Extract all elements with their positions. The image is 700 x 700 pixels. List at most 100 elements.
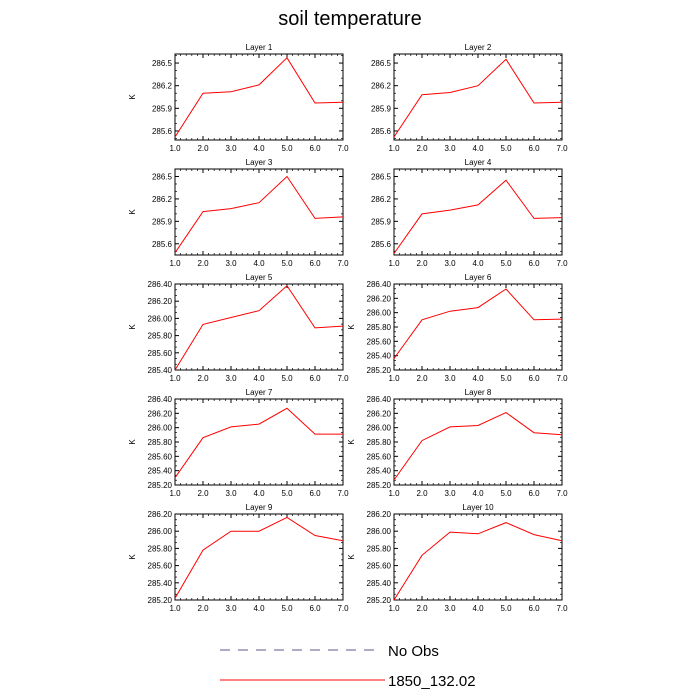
y-tick-label: 286.40 bbox=[367, 280, 392, 289]
series-line-1850_132.02 bbox=[174, 284, 344, 371]
y-tick-label: 285.40 bbox=[148, 467, 173, 476]
x-tick-label: 6.0 bbox=[309, 259, 321, 268]
y-tick-label: 286.2 bbox=[371, 82, 392, 91]
x-tick-label: 6.0 bbox=[309, 604, 321, 613]
y-axis-label: K bbox=[347, 324, 356, 330]
x-tick-label: 3.0 bbox=[225, 374, 237, 383]
x-tick-label: 1.0 bbox=[169, 604, 181, 613]
x-tick-label: 5.0 bbox=[281, 144, 293, 153]
y-tick-label: 285.60 bbox=[148, 562, 173, 571]
x-tick-label: 3.0 bbox=[225, 604, 237, 613]
y-tick-label: 285.80 bbox=[148, 438, 173, 447]
x-tick-label: 3.0 bbox=[444, 144, 456, 153]
y-axis-label: K bbox=[128, 94, 137, 100]
panel-10: Layer 10 K 1.0 2.0 3.0 4.0 5.0 6.0 7.0 285.20 285.… bbox=[347, 503, 568, 613]
y-axis-label: K bbox=[347, 554, 356, 560]
x-tick-label: 4.0 bbox=[472, 144, 484, 153]
x-tick-label: 3.0 bbox=[444, 489, 456, 498]
x-tick-label: 4.0 bbox=[472, 259, 484, 268]
y-axis-label: K bbox=[128, 209, 137, 215]
x-tick-label: 2.0 bbox=[197, 489, 209, 498]
y-tick-label: 286.5 bbox=[371, 59, 392, 68]
x-tick-label: 7.0 bbox=[556, 489, 568, 498]
y-tick-label: 285.40 bbox=[367, 352, 392, 361]
x-tick-label: 5.0 bbox=[281, 489, 293, 498]
y-axis-label: K bbox=[128, 554, 137, 560]
panel-7: Layer 7 K 1.0 2.0 3.0 4.0 5.0 6.0 7.0 285.20 285.4… bbox=[128, 388, 349, 498]
x-tick-label: 2.0 bbox=[197, 259, 209, 268]
y-tick-label: 285.20 bbox=[148, 481, 173, 490]
y-tick-label: 286.20 bbox=[367, 294, 392, 303]
x-tick-label: 1.0 bbox=[388, 604, 400, 613]
y-tick-label: 286.2 bbox=[152, 82, 173, 91]
x-tick-label: 3.0 bbox=[444, 604, 456, 613]
plot-frame bbox=[393, 513, 563, 601]
x-tick-label: 6.0 bbox=[309, 489, 321, 498]
x-tick-label: 4.0 bbox=[253, 259, 265, 268]
x-tick-label: 4.0 bbox=[253, 604, 265, 613]
y-tick-label: 286.00 bbox=[367, 527, 392, 536]
series-line-1850_132.02 bbox=[393, 179, 563, 254]
x-tick-label: 1.0 bbox=[169, 374, 181, 383]
y-axis-label: K bbox=[347, 439, 356, 445]
x-tick-label: 4.0 bbox=[253, 374, 265, 383]
y-tick-label: 286.20 bbox=[148, 297, 173, 306]
x-tick-label: 6.0 bbox=[528, 604, 540, 613]
x-tick-label: 6.0 bbox=[528, 144, 540, 153]
x-tick-label: 6.0 bbox=[309, 144, 321, 153]
y-tick-label: 286.00 bbox=[367, 309, 392, 318]
x-tick-label: 7.0 bbox=[337, 604, 349, 613]
x-tick-label: 7.0 bbox=[337, 489, 349, 498]
y-tick-label: 285.80 bbox=[367, 544, 392, 553]
x-tick-label: 5.0 bbox=[281, 604, 293, 613]
y-tick-label: 285.9 bbox=[152, 104, 173, 113]
series-line-1850_132.02 bbox=[174, 175, 344, 254]
panel-title: Layer 1 bbox=[246, 43, 273, 52]
x-tick-label: 2.0 bbox=[197, 144, 209, 153]
y-tick-label: 285.80 bbox=[367, 323, 392, 332]
y-tick-label: 285.6 bbox=[371, 240, 392, 249]
panel-title: Layer 10 bbox=[462, 503, 494, 512]
y-tick-label: 285.20 bbox=[148, 596, 173, 605]
y-tick-label: 285.20 bbox=[367, 366, 392, 375]
y-tick-label: 285.40 bbox=[367, 467, 392, 476]
plot-frame bbox=[393, 398, 563, 486]
x-tick-label: 7.0 bbox=[337, 374, 349, 383]
x-tick-label: 2.0 bbox=[416, 259, 428, 268]
x-tick-label: 6.0 bbox=[528, 374, 540, 383]
y-tick-label: 285.40 bbox=[148, 366, 173, 375]
plot-frame bbox=[174, 513, 344, 601]
x-tick-label: 5.0 bbox=[500, 489, 512, 498]
x-tick-label: 4.0 bbox=[472, 374, 484, 383]
x-tick-label: 2.0 bbox=[197, 604, 209, 613]
series-line-1850_132.02 bbox=[393, 522, 563, 601]
y-tick-label: 286.2 bbox=[152, 195, 173, 204]
y-tick-label: 286.00 bbox=[148, 424, 173, 433]
series-line-1850_132.02 bbox=[174, 516, 344, 599]
x-tick-label: 3.0 bbox=[444, 259, 456, 268]
panel-title: Layer 9 bbox=[246, 503, 273, 512]
panel-5: Layer 5 K 1.0 2.0 3.0 4.0 5.0 6.0 7.0 285.40 285.6… bbox=[128, 273, 349, 383]
x-tick-label: 2.0 bbox=[416, 144, 428, 153]
x-tick-label: 5.0 bbox=[500, 144, 512, 153]
y-axis-label: K bbox=[128, 439, 137, 445]
x-tick-label: 7.0 bbox=[556, 259, 568, 268]
x-tick-label: 3.0 bbox=[225, 489, 237, 498]
y-tick-label: 285.6 bbox=[152, 240, 173, 249]
y-tick-label: 285.80 bbox=[148, 544, 173, 553]
x-tick-label: 7.0 bbox=[556, 144, 568, 153]
x-tick-label: 2.0 bbox=[197, 374, 209, 383]
y-tick-label: 286.5 bbox=[371, 172, 392, 181]
panel-title: Layer 7 bbox=[246, 388, 273, 397]
y-tick-label: 285.6 bbox=[152, 127, 173, 136]
x-tick-label: 4.0 bbox=[472, 489, 484, 498]
series-line-1850_132.02 bbox=[393, 288, 563, 359]
y-tick-label: 285.20 bbox=[367, 481, 392, 490]
y-tick-label: 286.20 bbox=[367, 510, 392, 519]
series-line-1850_132.02 bbox=[174, 57, 344, 138]
panel-4: Layer 4 1.0 2.0 3.0 4.0 5.0 6.0 7.0 285.6 285.9 28… bbox=[371, 158, 568, 268]
x-tick-label: 1.0 bbox=[169, 259, 181, 268]
x-tick-label: 5.0 bbox=[500, 259, 512, 268]
x-tick-label: 7.0 bbox=[337, 144, 349, 153]
